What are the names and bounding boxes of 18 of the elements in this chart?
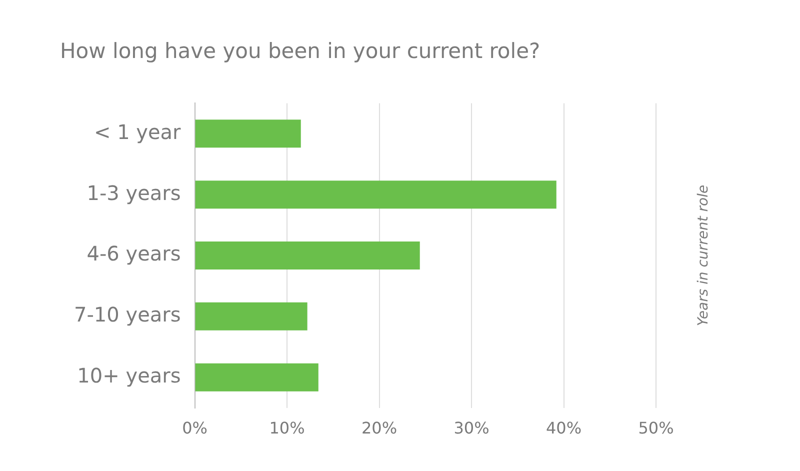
x-tick-label: 30% [454,418,490,438]
y-tick-label: 1-3 years [86,180,181,205]
y-tick-label: 7-10 years [74,302,181,327]
bar [195,180,556,209]
bar [195,120,301,148]
y2-axis-title: Years in current role [696,184,712,326]
chart-title: How long have you been in your current role? [60,39,540,64]
x-tick-label: 10% [269,418,305,438]
y-tick-label: 10+ years [77,364,181,388]
y-tick-label: 4-6 years [86,242,181,266]
bar [195,363,318,392]
x-tick-label: 50% [638,418,674,438]
x-tick-label: 20% [361,418,398,438]
y-tick-label: < 1 year [94,120,182,144]
bar [195,241,420,270]
bar [195,302,308,330]
x-tick-label: 40% [546,418,582,438]
x-tick-label: 0% [182,418,208,438]
